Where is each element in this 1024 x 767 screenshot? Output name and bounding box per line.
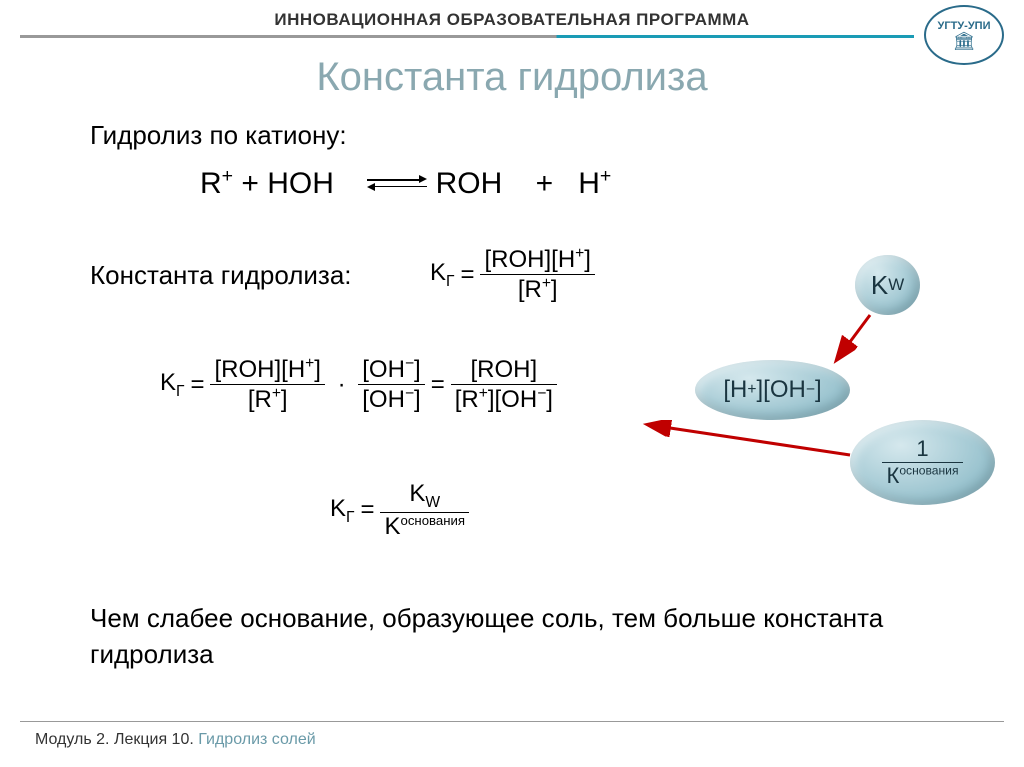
arrow-1k-to-frac	[640, 420, 860, 470]
footer-module: Модуль 2. Лекция 10.	[35, 731, 198, 748]
equilibrium-arrow-icon	[367, 173, 427, 193]
bubble-h-oh: [H+][OH−]	[695, 360, 850, 420]
section-cation: Гидролиз по катиону:	[90, 120, 347, 151]
logo-building-icon: 🏛	[953, 32, 976, 50]
bubble-1-over-kbase: 1 Коснования	[850, 420, 995, 505]
conclusion-text: Чем слабее основание, образующее соль, т…	[90, 600, 964, 673]
header-program: ИННОВАЦИОННАЯ ОБРАЗОВАТЕЛЬНАЯ ПРОГРАММА	[0, 10, 1024, 30]
eq-plus: +	[241, 167, 267, 200]
footer-topic: Гидролиз солей	[198, 731, 315, 748]
eq-ROH: ROH	[436, 167, 503, 200]
formula-kg-expanded: KГ = [ROH][H+] [R+] · [OH−] [OH−] = [ROH…	[160, 355, 557, 414]
slide-title: Константа гидролиза	[0, 55, 1024, 100]
header-divider	[20, 35, 914, 38]
footer: Модуль 2. Лекция 10. Гидролиз солей	[35, 731, 316, 749]
bubble-kw: KW	[855, 255, 920, 315]
section-constant: Константа гидролиза:	[90, 260, 352, 291]
footer-divider	[20, 721, 1004, 722]
hydrolysis-equation: R+ + HOH ROH + H+	[200, 165, 611, 201]
formula-kg-basic: KГ = [ROH][H+] [R+]	[430, 245, 595, 304]
eq-HOH: HOH	[267, 167, 334, 200]
eq-H: H	[578, 167, 600, 200]
formula-kg-final: KГ = KW Kоснования	[330, 480, 469, 541]
eq-R: R	[200, 167, 222, 200]
arrow-kw-to-hoh	[830, 310, 880, 365]
